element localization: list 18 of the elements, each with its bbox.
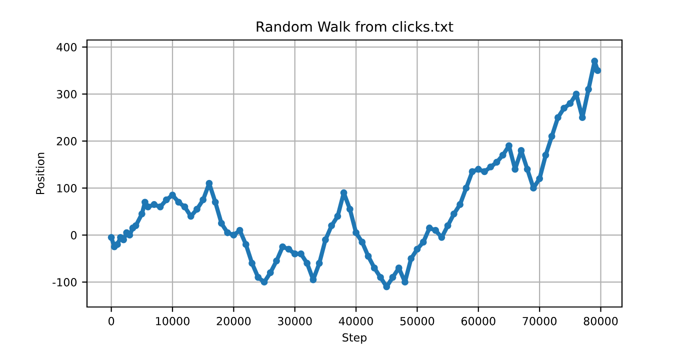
chart-title: Random Walk from clicks.txt (256, 21, 454, 32)
x-axis-title: Step (342, 333, 367, 344)
y-axis-title: Position (36, 152, 44, 194)
x-tick-label: 50000 (400, 316, 434, 326)
x-tick-label: 10000 (156, 316, 190, 326)
y-tick-label: 100 (57, 184, 77, 192)
x-tick-label: 70000 (522, 316, 556, 326)
x-tick-label: 60000 (461, 316, 496, 326)
x-tick-label: 30000 (278, 316, 312, 326)
x-tick-label: 20000 (216, 316, 251, 326)
y-tick-label: -100 (52, 278, 77, 286)
y-tick-label: 400 (56, 43, 77, 52)
x-tick-label: 0 (108, 316, 114, 326)
y-tick-label: 0 (70, 231, 77, 240)
x-tick-label: 40000 (338, 316, 373, 326)
x-tick-label: 80000 (584, 316, 618, 326)
y-tick-label: 300 (56, 90, 77, 98)
y-tick-label: 200 (56, 137, 77, 146)
